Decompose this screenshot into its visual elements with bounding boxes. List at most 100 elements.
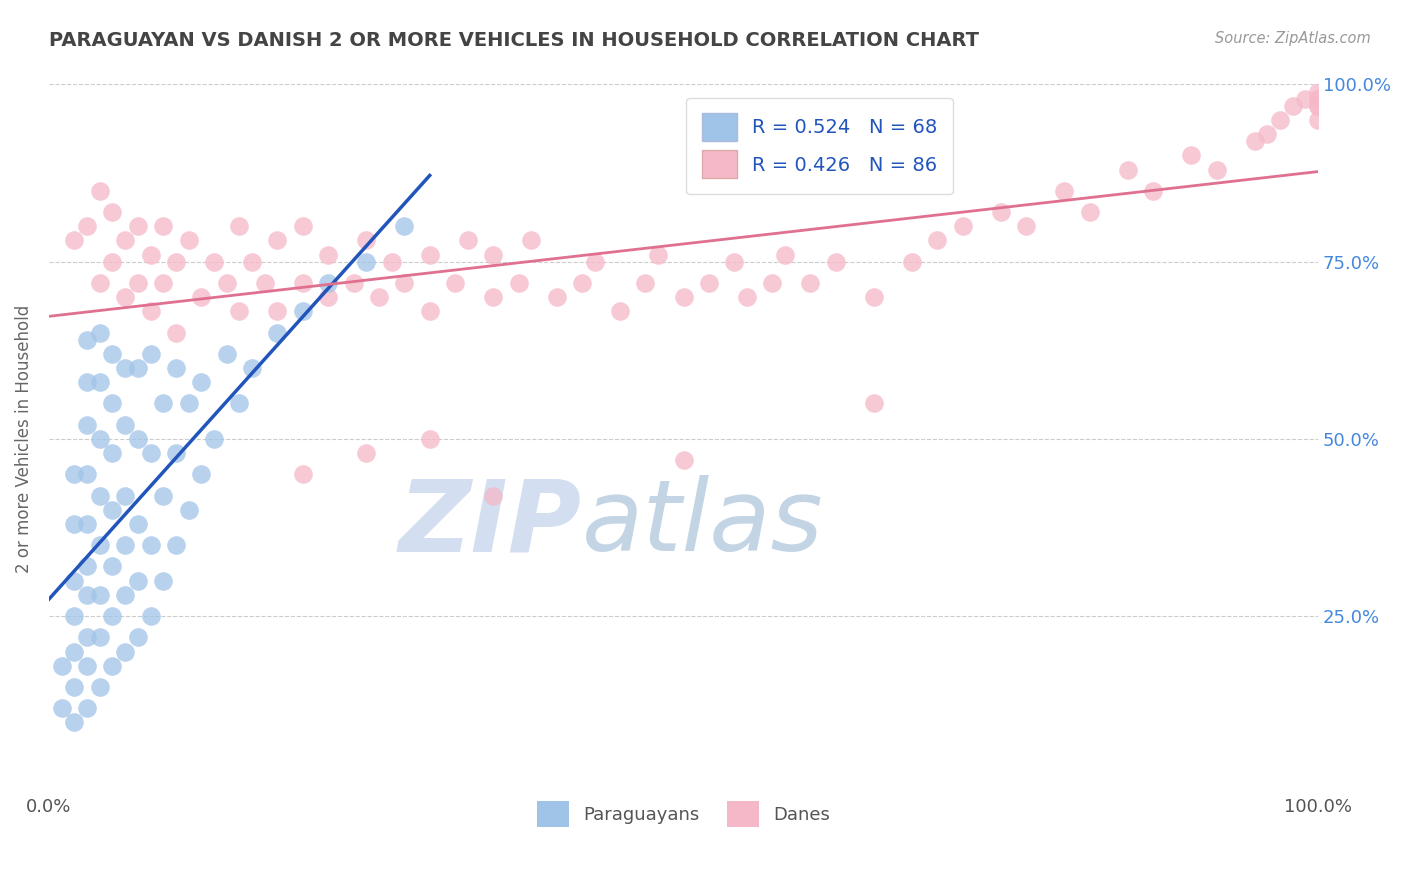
Point [177,396,200,410]
Point [152,574,174,588]
Point [114,234,136,248]
Point [51,701,73,715]
Point [609,304,631,318]
Point [356,446,378,460]
Point [1205,162,1227,177]
Point [583,254,606,268]
Point [419,304,441,318]
Point [89,538,111,552]
Point [190,290,212,304]
Point [101,396,124,410]
Text: ZIP: ZIP [399,475,582,573]
Point [127,276,149,290]
Point [266,234,288,248]
Point [927,234,949,248]
Point [571,276,593,290]
Point [672,453,695,467]
Point [63,715,86,730]
Point [723,254,745,268]
Point [291,467,314,482]
Point [1308,92,1330,106]
Point [1142,184,1164,198]
Point [63,574,86,588]
Point [89,184,111,198]
Point [482,247,505,261]
Point [76,559,98,574]
Point [76,701,98,715]
Point [1015,219,1038,234]
Point [228,219,250,234]
Point [76,631,98,645]
Point [1308,92,1330,106]
Point [266,326,288,340]
Point [89,326,111,340]
Text: PARAGUAYAN VS DANISH 2 OR MORE VEHICLES IN HOUSEHOLD CORRELATION CHART: PARAGUAYAN VS DANISH 2 OR MORE VEHICLES … [49,31,979,50]
Point [761,276,783,290]
Point [152,489,174,503]
Point [152,276,174,290]
Point [342,276,364,290]
Point [101,347,124,361]
Point [1053,184,1076,198]
Point [76,375,98,389]
Point [1243,134,1265,148]
Legend: Paraguayans, Danes: Paraguayans, Danes [529,794,838,834]
Point [139,304,162,318]
Point [165,538,187,552]
Point [1116,162,1139,177]
Point [139,446,162,460]
Point [114,588,136,602]
Point [165,361,187,376]
Point [89,276,111,290]
Point [101,205,124,219]
Point [1294,92,1316,106]
Point [165,326,187,340]
Point [89,432,111,446]
Point [139,347,162,361]
Point [240,361,263,376]
Point [63,644,86,658]
Point [76,467,98,482]
Point [952,219,974,234]
Point [127,219,149,234]
Point [89,489,111,503]
Point [316,247,339,261]
Point [63,467,86,482]
Point [101,446,124,460]
Point [356,234,378,248]
Point [990,205,1012,219]
Point [419,432,441,446]
Point [114,644,136,658]
Point [114,538,136,552]
Point [139,609,162,624]
Point [316,290,339,304]
Point [127,516,149,531]
Point [215,276,238,290]
Point [316,276,339,290]
Point [114,290,136,304]
Point [89,588,111,602]
Point [139,538,162,552]
Point [1308,99,1330,113]
Point [634,276,657,290]
Point [368,290,391,304]
Text: Source: ZipAtlas.com: Source: ZipAtlas.com [1215,31,1371,46]
Point [127,432,149,446]
Point [419,247,441,261]
Point [101,559,124,574]
Point [76,588,98,602]
Point [546,290,568,304]
Point [51,658,73,673]
Point [773,247,796,261]
Point [89,631,111,645]
Point [89,680,111,694]
Point [672,290,695,304]
Point [291,304,314,318]
Point [76,516,98,531]
Point [1268,112,1291,127]
Point [482,290,505,304]
Point [152,396,174,410]
Point [1180,148,1202,162]
Point [63,680,86,694]
Point [457,234,479,248]
